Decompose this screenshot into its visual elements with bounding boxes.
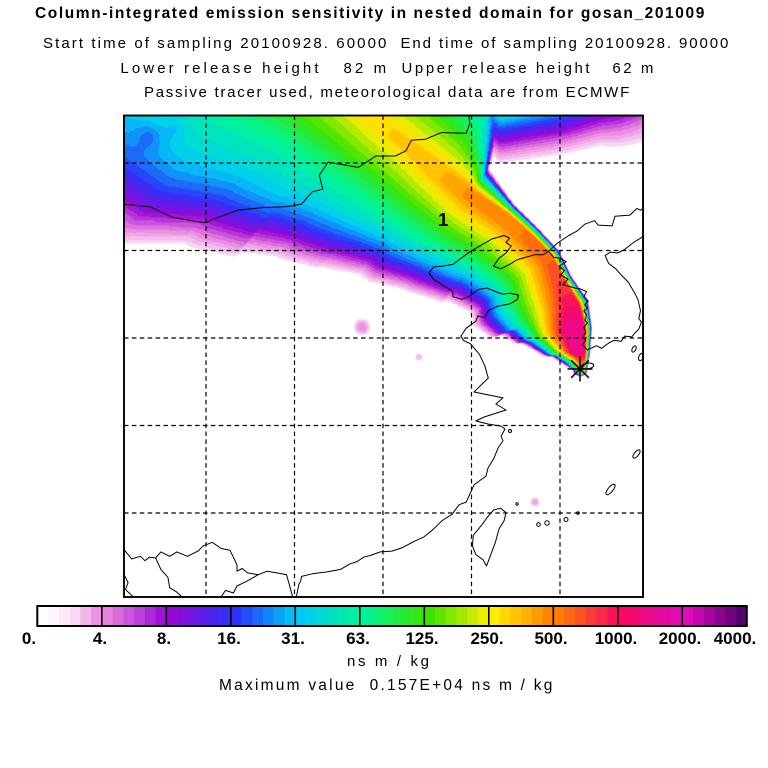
svg-text:1: 1 — [438, 209, 448, 230]
